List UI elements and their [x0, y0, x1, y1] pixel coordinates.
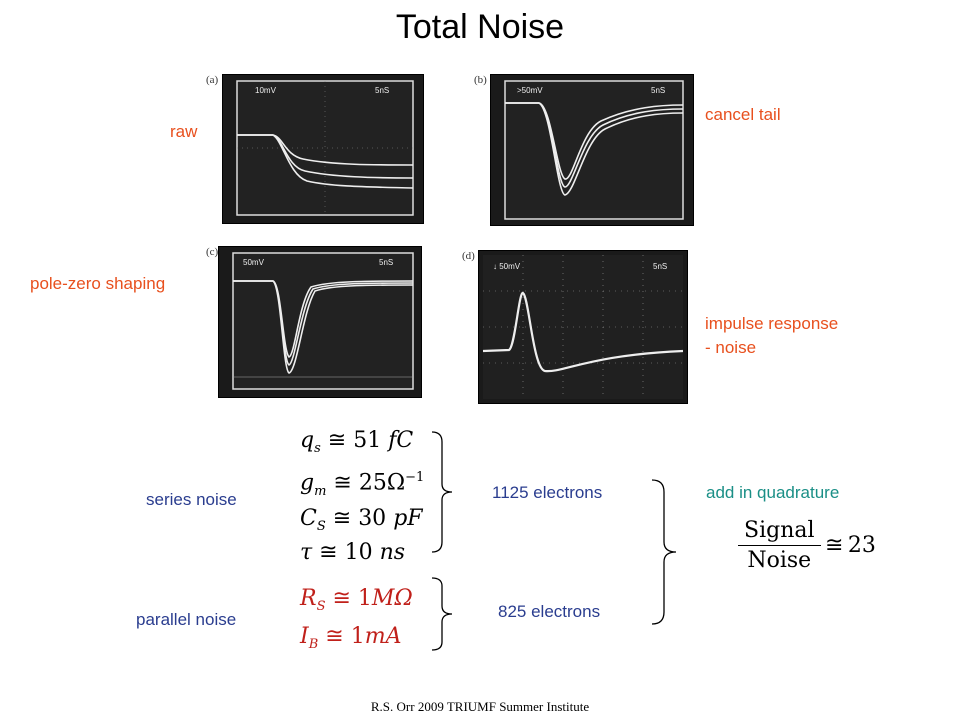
label-raw: raw [170, 122, 198, 141]
scope-c-time: 5nS [379, 258, 393, 267]
label-add-in-quadrature: add in quadrature [706, 483, 840, 502]
eq-cs: CS ≅ 30 pF [300, 506, 423, 535]
scope-panel-d: ↓ 50mV 5nS [478, 250, 688, 404]
scope-d-time: 5nS [653, 262, 667, 271]
scope-a-scale: 10mV [255, 86, 277, 95]
label-impulse-response: impulse response [705, 314, 839, 333]
panel-c-letter: (c) [206, 246, 219, 258]
scope-panel-c: 50mV 5nS [218, 246, 422, 398]
parallel-brace [431, 577, 453, 651]
scope-d-graphic: ↓ 50mV 5nS [482, 255, 684, 399]
eq-tau: τ ≅ 10 ns [300, 540, 406, 565]
scope-b-scale: >50mV [517, 86, 543, 95]
scope-b-graphic: >50mV 5nS [504, 80, 684, 220]
scope-b-time: 5nS [651, 86, 665, 95]
scope-a-graphic: 10mV 5nS [236, 80, 414, 216]
eq-ib: IB ≅ 1mA [300, 624, 402, 653]
panel-a-letter: (a) [206, 74, 219, 86]
ratio-value: 23 [847, 533, 876, 558]
label-noise: - noise [705, 338, 757, 357]
label-pole-zero-shaping: pole-zero shaping [30, 274, 166, 293]
ratio-denominator: Noise [747, 548, 812, 573]
combine-brace [651, 479, 677, 625]
scope-a-time: 5nS [375, 86, 389, 95]
signal-noise-ratio: Signal Noise ≅ 23 [738, 518, 876, 573]
panel-b-letter: (b) [474, 74, 487, 86]
scope-c-scale: 50mV [243, 258, 265, 267]
footer-credit: R.S. Orr 2009 TRIUMF Summer Institute [370, 699, 590, 714]
slide-title: Total Noise [395, 8, 565, 46]
label-parallel-noise: parallel noise [136, 610, 237, 629]
eq-rs: RS ≅ 1MΩ [300, 586, 413, 615]
series-result: 1125 electrons [492, 483, 603, 502]
scope-c-graphic: 50mV 5nS [232, 252, 414, 390]
eq-qs: qs ≅ 51 fC [300, 428, 414, 457]
eq-gm: gm ≅ 25Ω−1 [300, 470, 425, 499]
scope-panel-b: >50mV 5nS [490, 74, 694, 226]
ratio-rel: ≅ [824, 533, 844, 558]
ratio-numerator: Signal [744, 518, 815, 543]
panel-d-letter: (d) [462, 250, 475, 262]
scope-panel-a: 10mV 5nS [222, 74, 424, 224]
label-series-noise: series noise [146, 490, 237, 509]
parallel-result: 825 electrons [498, 602, 601, 621]
series-brace [431, 431, 453, 553]
label-cancel-tail: cancel tail [705, 105, 781, 124]
scope-d-scale: ↓ 50mV [493, 262, 521, 271]
